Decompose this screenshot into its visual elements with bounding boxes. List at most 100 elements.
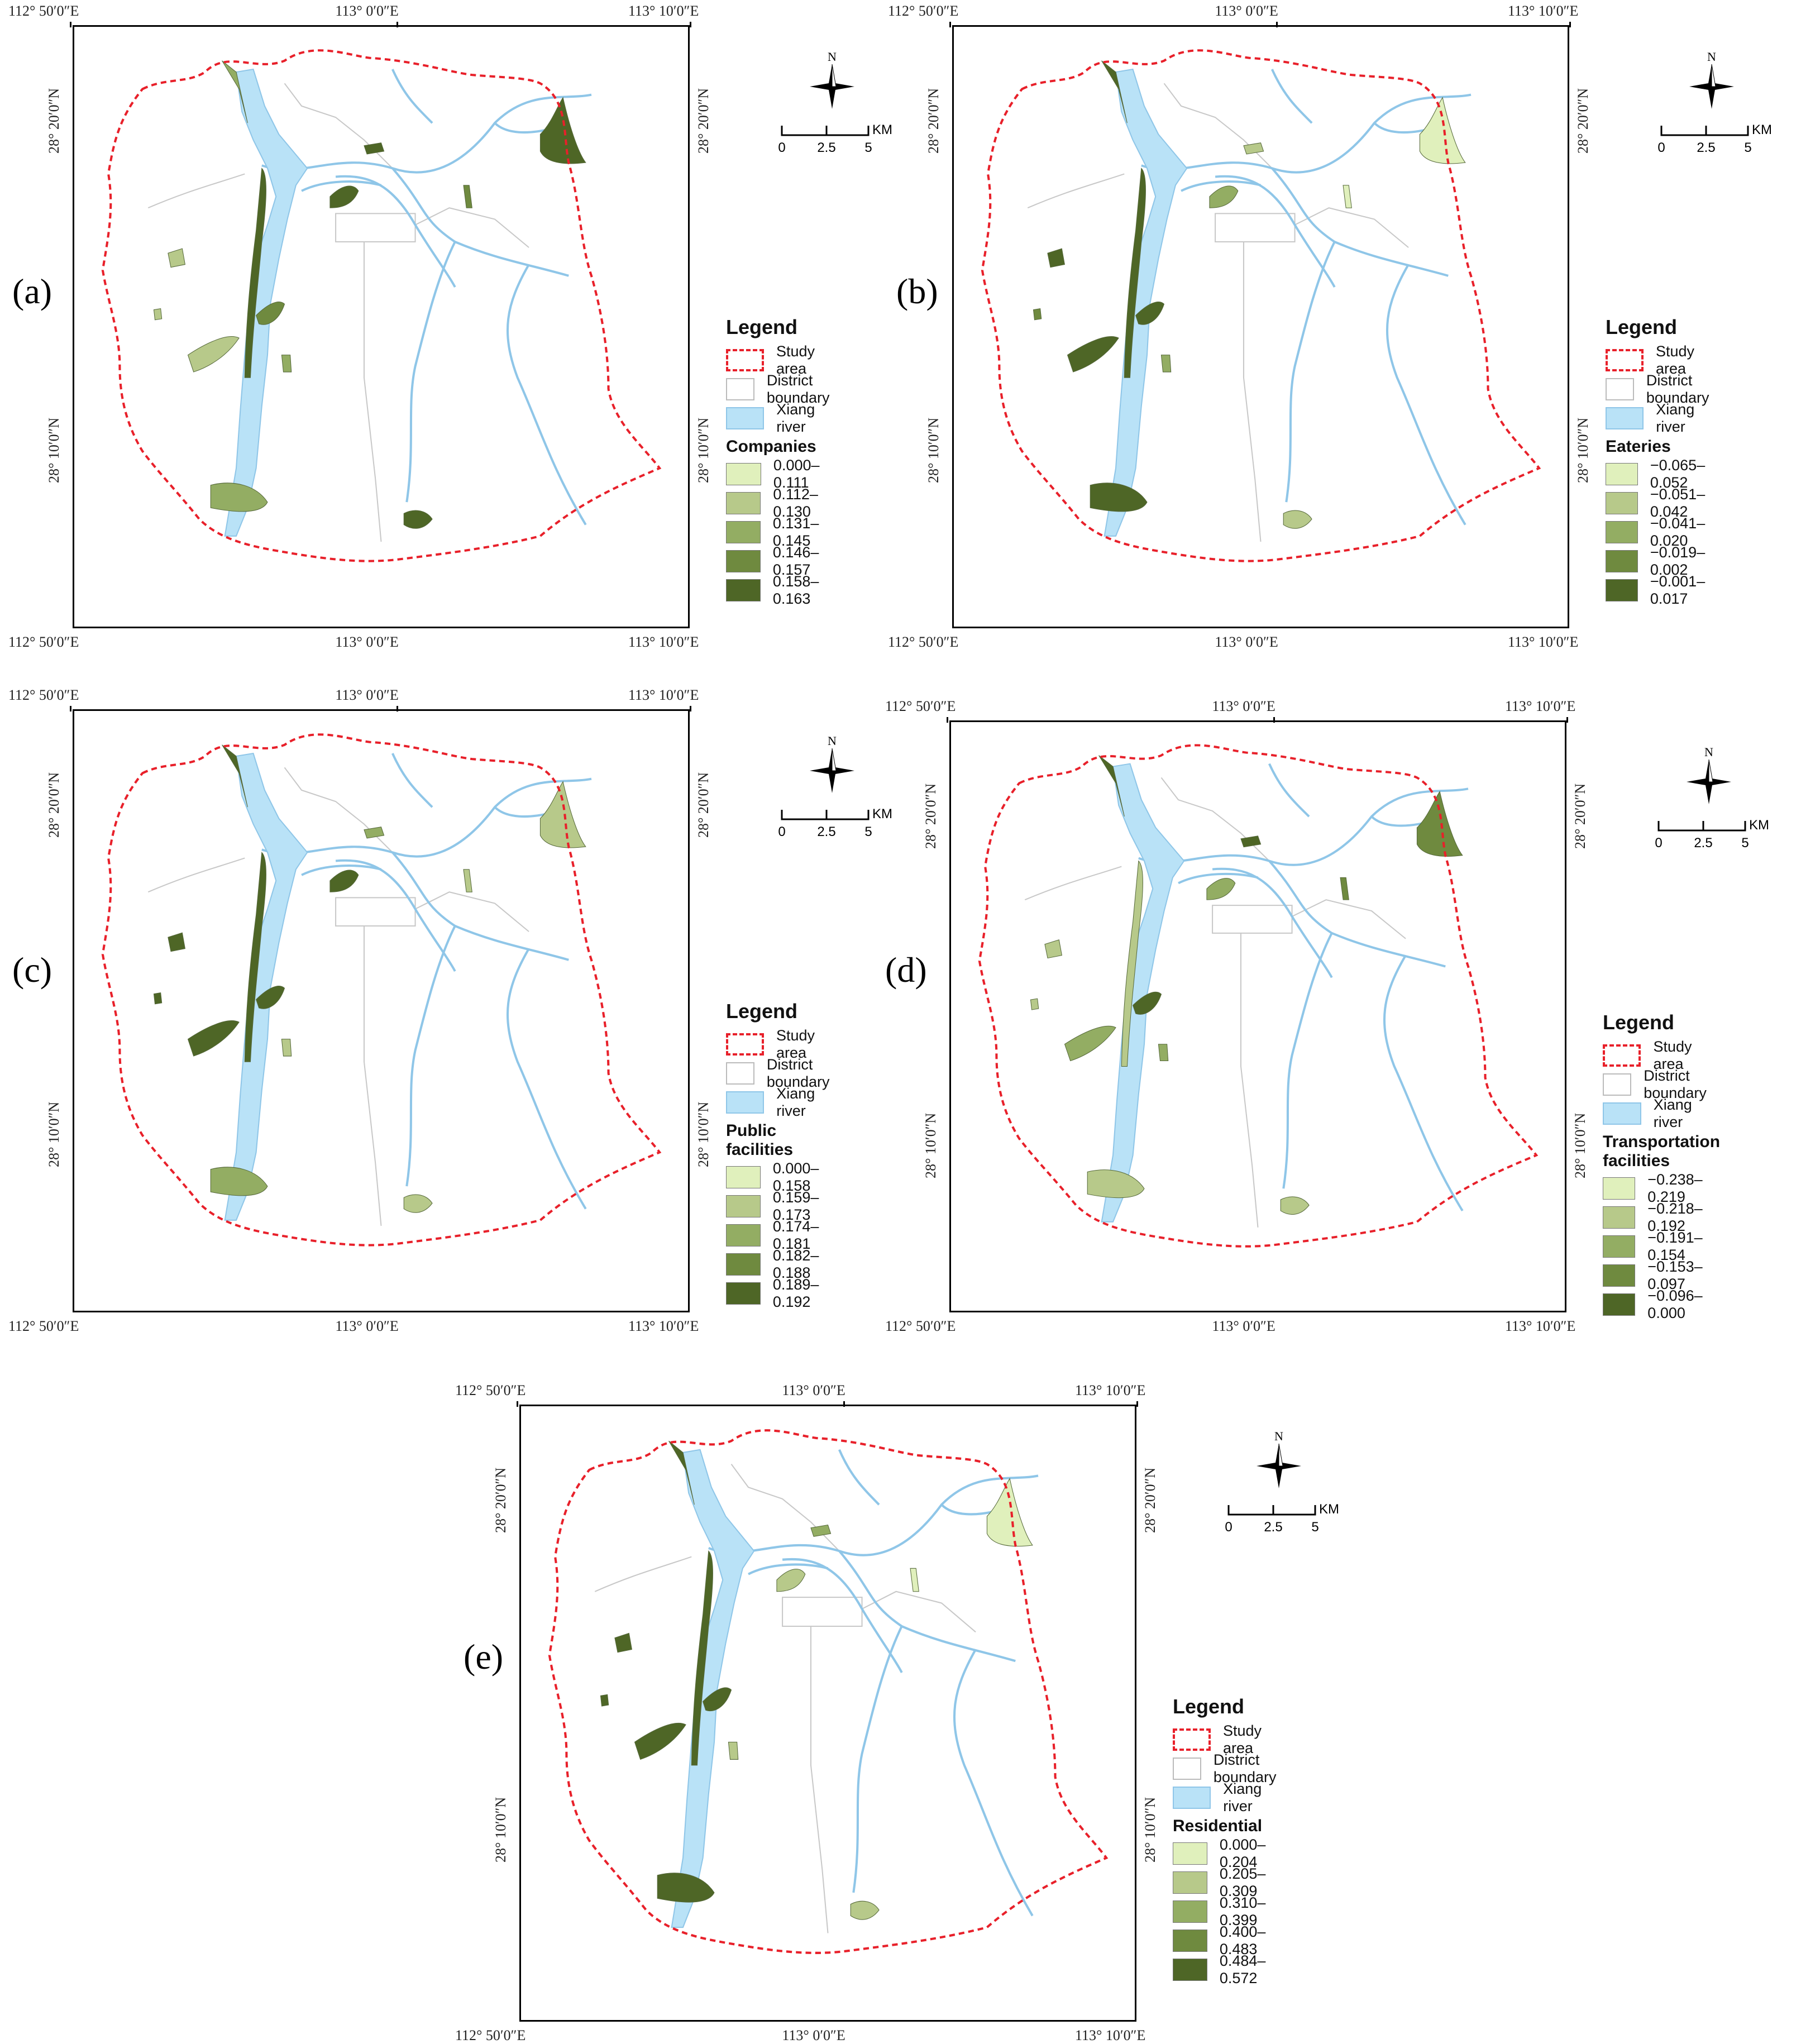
- scale-unit: KM: [872, 123, 892, 137]
- legend-study-area: Study area: [1173, 1722, 1289, 1756]
- legend-label: District boundary: [1213, 1751, 1277, 1785]
- panel-label: (c): [12, 950, 52, 990]
- lat-label-right: 28° 10′0″N: [695, 417, 711, 483]
- lat-label-right: 28° 10′0″N: [1142, 1797, 1158, 1862]
- map-canvas: [978, 744, 1539, 1248]
- scale-tick-label: 2.5: [1264, 1520, 1282, 1535]
- study-area-boundary: [101, 733, 662, 1247]
- legend-class-label: 0.159–0.173: [772, 1189, 819, 1223]
- legend-swatch: [1173, 1728, 1211, 1751]
- lon-label-top: 113° 0′0″E: [335, 3, 399, 19]
- scale-unit: KM: [872, 807, 892, 822]
- tick-mark: [517, 1401, 518, 1407]
- land-patch: [256, 986, 285, 1009]
- scale-bar: KM 0 2.5 5: [1655, 818, 1769, 851]
- lon-label-top: 113° 10′0″E: [628, 687, 699, 703]
- scale-tick-label: 2.5: [817, 824, 835, 839]
- legend-class: −0.041–0.020: [1606, 515, 1722, 549]
- north-arrow-icon: N: [1687, 745, 1731, 804]
- legend-class-swatch: [726, 1166, 761, 1188]
- compass-highlight: [832, 64, 837, 87]
- legend-class-swatch: [1603, 1206, 1636, 1229]
- land-patch: [539, 781, 586, 848]
- land-patch: [1243, 142, 1264, 155]
- legend-swatch: [1606, 349, 1644, 371]
- legend-swatch: [1603, 1102, 1641, 1125]
- legend-class-swatch: [1603, 1235, 1636, 1258]
- scale-tick-label: 5: [1744, 140, 1751, 155]
- scale-bar: KM 0 2.5 5: [1225, 1502, 1339, 1535]
- scale-unit: KM: [1319, 1502, 1339, 1517]
- district-boundary: [594, 1464, 976, 1933]
- tributary-line: [335, 859, 456, 972]
- legend: Legend Study area District boundary Xiang r…: [726, 316, 843, 607]
- legend-class: 0.310–0.399: [1173, 1894, 1289, 1928]
- land-patch: [1064, 1025, 1116, 1062]
- legend-class-label: −0.051–0.042: [1650, 486, 1706, 520]
- scale-tick-label: 5: [864, 824, 872, 839]
- legend-class: 0.112–0.130: [726, 486, 843, 520]
- lon-label-bottom: 112° 50′0″E: [888, 634, 959, 650]
- legend-river: Xiang river: [1603, 1096, 1720, 1130]
- tick-mark: [1276, 22, 1278, 27]
- lat-label-right: 28° 10′0″N: [1575, 417, 1591, 483]
- legend-variable-title: Public facilities: [726, 1121, 794, 1159]
- legend-class: −0.096–0.000: [1603, 1287, 1720, 1321]
- land-patch: [1283, 510, 1312, 529]
- legend-class: −0.065–0.052: [1606, 457, 1722, 491]
- scale-line: [781, 126, 870, 136]
- lat-label-right: 28° 10′0″N: [695, 1101, 711, 1167]
- land-patch: [1124, 168, 1146, 378]
- legend-district-boundary: District boundary: [1173, 1751, 1289, 1785]
- xiang-river: [1101, 763, 1185, 1222]
- legend-class-swatch: [1606, 550, 1638, 572]
- legend-class-swatch: [726, 550, 761, 572]
- lon-label-top: 113° 0′0″E: [1215, 3, 1278, 19]
- land-patch: [210, 1167, 268, 1196]
- scale-unit: KM: [1749, 818, 1769, 833]
- map-canvas: [548, 1429, 1109, 1954]
- north-arrow-icon: N: [1689, 50, 1734, 109]
- xiang-river: [224, 752, 308, 1221]
- tributary-line: [838, 1449, 880, 1506]
- legend-class-swatch: [1173, 1900, 1207, 1923]
- scale-tick-label: 2.5: [1694, 835, 1712, 851]
- tributary-line: [391, 851, 569, 961]
- legend-class-swatch: [1606, 521, 1638, 543]
- tributary-line: [1268, 860, 1446, 968]
- legend-class-swatch: [1173, 1959, 1207, 1981]
- legend-class: 0.131–0.145: [726, 515, 843, 549]
- map-canvas: [101, 49, 662, 562]
- legend-class: −0.191–0.154: [1603, 1229, 1720, 1263]
- legend: Legend Study area District boundary Xiang r…: [726, 1000, 843, 1310]
- land-patch: [614, 1632, 633, 1653]
- tick-mark: [843, 1401, 845, 1407]
- legend-class: −0.051–0.042: [1606, 486, 1722, 520]
- tributary-line: [391, 167, 569, 277]
- legend-label: Xiang river: [1653, 1096, 1692, 1130]
- north-arrow-icon: N: [810, 734, 854, 793]
- scale-tick-label: 2.5: [817, 140, 835, 155]
- legend-river: Xiang river: [1173, 1780, 1289, 1814]
- tributary-line: [1285, 241, 1336, 503]
- land-patch: [910, 1568, 919, 1592]
- scale-tick-label: 0: [1657, 140, 1665, 155]
- legend-label: District boundary: [1646, 372, 1709, 406]
- tick-mark: [396, 22, 399, 27]
- district-boundary: [147, 83, 529, 542]
- compass-highlight: [1711, 64, 1716, 87]
- legend-class-label: 0.000–0.204: [1219, 1836, 1266, 1870]
- land-patch: [1160, 355, 1172, 372]
- scale-line: [1227, 1505, 1316, 1516]
- lon-label-bottom: 112° 50′0″E: [8, 1318, 79, 1334]
- legend-class-label: −0.001–0.017: [1650, 573, 1706, 607]
- tributary-line: [838, 1550, 1016, 1663]
- tick-mark: [70, 22, 71, 27]
- lat-label-right: 28° 10′0″N: [1572, 1112, 1588, 1178]
- tick-mark: [1136, 1401, 1138, 1407]
- tributary-line: [1386, 264, 1466, 526]
- legend-class-swatch: [1606, 492, 1638, 514]
- lon-label-top: 112° 50′0″E: [888, 3, 959, 19]
- legend-class-label: −0.191–0.154: [1647, 1229, 1703, 1263]
- tick-mark: [690, 22, 691, 27]
